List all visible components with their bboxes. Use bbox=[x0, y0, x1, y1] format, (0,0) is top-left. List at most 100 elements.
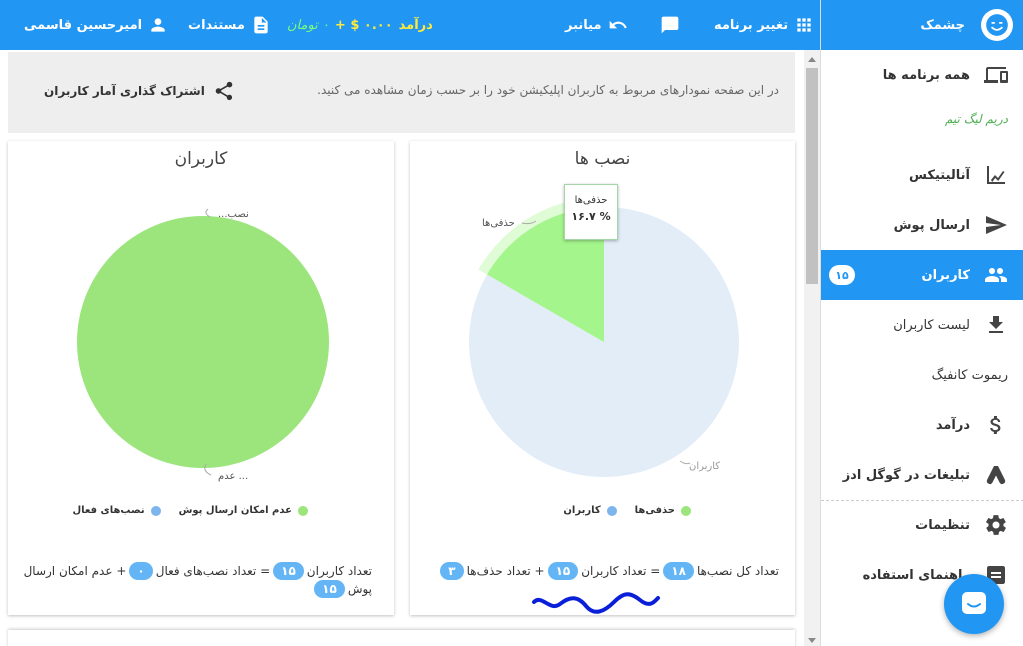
installs-chart-title: نصب ها bbox=[574, 149, 631, 169]
google-ads-icon bbox=[986, 466, 1006, 484]
user-menu[interactable]: امیرحسین قاسمی bbox=[24, 0, 168, 50]
slice-label-connector bbox=[679, 460, 691, 465]
formula-text: + عدم امکان ارسال پوش bbox=[23, 564, 372, 596]
sidebar-header[interactable]: چشمک bbox=[821, 0, 1023, 50]
formula-text: تعداد کاربران bbox=[306, 564, 372, 578]
document-icon bbox=[254, 16, 268, 34]
sidebar-item-remote-config[interactable]: ریموت کانفیگ bbox=[821, 350, 1023, 400]
sidebar-item-users[interactable]: ۱۵ کاربران bbox=[821, 250, 1023, 300]
removed-count-pill: ۳ bbox=[440, 562, 464, 580]
sidebar-item-label: کاربران bbox=[921, 267, 970, 283]
sidebar-item-settings[interactable]: تنظیمات bbox=[821, 500, 1023, 550]
share-label: اشتراک گذاری آمار کاربران bbox=[44, 84, 205, 98]
legend-item[interactable]: حذفی‌ها bbox=[635, 505, 691, 516]
legend-item[interactable]: نصب‌های فعال bbox=[72, 505, 161, 516]
legend-item[interactable]: کاربران bbox=[563, 505, 617, 516]
formula-text: تعداد کل نصب‌ها bbox=[696, 564, 779, 578]
change-app-label: تغییر برنامه bbox=[714, 17, 789, 33]
gear-icon bbox=[986, 515, 1006, 535]
sidebar: چشمک همه برنامه ها دریم لیگ تیم آنالیتیک… bbox=[820, 0, 1023, 646]
installs-chart-card: نصب ها حذفی‌ها کاربران حذفی‌ها کاربران ت… bbox=[410, 141, 795, 615]
brand-logo-icon bbox=[981, 9, 1013, 41]
sidebar-item-label: ریموت کانفیگ bbox=[931, 367, 1008, 383]
monitor-icon bbox=[984, 67, 1008, 83]
docs-link[interactable]: مستندات bbox=[188, 0, 271, 50]
support-chat-button[interactable] bbox=[944, 574, 1004, 634]
users-chart-card: کاربران ...نصب عدم ... عدم امکان ارسال پ… bbox=[8, 141, 394, 615]
user-icon bbox=[151, 18, 165, 32]
pie-slice-users[interactable] bbox=[469, 207, 740, 477]
page-description: در این صفحه نمودارهای مربوط به کاربران ا… bbox=[317, 83, 779, 97]
current-team[interactable]: دریم لیگ تیم bbox=[944, 112, 1008, 126]
sidebar-item-label: درآمد bbox=[935, 417, 970, 433]
top-bar: امیرحسین قاسمی مستندات درآمد ۰.۰۰ $ + ۰ … bbox=[0, 0, 820, 50]
income-display[interactable]: درآمد ۰.۰۰ $ + ۰ تومان bbox=[287, 0, 433, 50]
slice-label-users: کاربران bbox=[689, 461, 720, 472]
slice-label-connector bbox=[205, 208, 211, 218]
legend-item[interactable]: عدم امکان ارسال پوش bbox=[179, 505, 308, 516]
legend-label: عدم امکان ارسال پوش bbox=[178, 505, 292, 516]
change-app-button[interactable]: تغییر برنامه bbox=[714, 0, 814, 50]
undo-icon bbox=[609, 20, 627, 29]
income-toman: ۰ تومان bbox=[287, 17, 329, 33]
messages-button[interactable] bbox=[660, 0, 680, 50]
sidebar-item-users-list[interactable]: لیست کاربران bbox=[821, 300, 1023, 350]
scrollbar-thumb[interactable] bbox=[806, 68, 818, 284]
sidebar-item-label: آنالیتیکس bbox=[909, 167, 970, 183]
installs-formula: تعداد کل نصب‌ها۱۸= تعداد کاربران۱۵+ تعدا… bbox=[419, 562, 779, 580]
scroll-down-arrow[interactable] bbox=[808, 638, 816, 643]
share-stats-button[interactable]: اشتراک گذاری آمار کاربران bbox=[44, 80, 235, 102]
shortcuts-button[interactable]: میانبر bbox=[565, 0, 628, 50]
formula-text: = تعداد کاربران bbox=[581, 564, 661, 578]
legend-dot bbox=[298, 505, 308, 516]
legend-label: کاربران bbox=[563, 505, 601, 516]
slice-label-no-push: عدم ... bbox=[218, 471, 248, 482]
send-icon bbox=[986, 216, 1007, 234]
sidebar-item-analytics[interactable]: آنالیتیکس bbox=[821, 150, 1023, 200]
legend-label: حذفی‌ها bbox=[634, 505, 675, 516]
legend-label: نصب‌های فعال bbox=[72, 505, 145, 516]
chart-icon bbox=[987, 166, 1005, 184]
slice-label-removed: حذفی‌ها bbox=[482, 218, 515, 229]
scroll-up-arrow[interactable] bbox=[808, 57, 816, 62]
formula-text: + تعداد حذف‌ها bbox=[466, 564, 545, 578]
tooltip-value: % ۱۶.۷ bbox=[571, 210, 611, 223]
sidebar-divider bbox=[821, 500, 1023, 501]
share-icon bbox=[215, 81, 233, 101]
total-installs-pill: ۱۸ bbox=[663, 562, 694, 580]
income-value: ۰.۰۰ $ + bbox=[334, 17, 393, 33]
grid-icon bbox=[797, 18, 811, 32]
sidebar-item-label: راهنمای استفاده bbox=[862, 567, 970, 583]
users-chart-title: کاربران bbox=[174, 149, 228, 169]
info-panel: در این صفحه نمودارهای مربوط به کاربران ا… bbox=[8, 52, 795, 133]
sidebar-item-label: تبلیغات در گوگل ادز bbox=[842, 467, 970, 483]
brand-name: چشمک bbox=[920, 17, 965, 33]
active-installs-pill: ۰ bbox=[129, 562, 153, 580]
sidebar-item-label: ارسال پوش bbox=[893, 217, 970, 233]
tooltip-label: حذفی‌ها bbox=[574, 195, 608, 206]
installs-legend: حذفی‌ها کاربران bbox=[545, 505, 691, 516]
pie-slice-removed[interactable] bbox=[487, 207, 604, 342]
sidebar-item-all-apps[interactable]: همه برنامه ها bbox=[821, 50, 1023, 100]
user-name: امیرحسین قاسمی bbox=[24, 17, 143, 33]
next-card bbox=[8, 630, 795, 646]
sidebar-item-label: تنظیمات bbox=[915, 517, 970, 533]
users-count-pill: ۱۵ bbox=[273, 562, 304, 580]
dollar-icon bbox=[990, 416, 1001, 434]
scribble-annotation bbox=[532, 592, 660, 614]
sidebar-item-label: همه برنامه ها bbox=[882, 67, 970, 83]
installs-pie-chart: حذفی‌ها کاربران bbox=[469, 197, 740, 477]
formula-text: = تعداد نصب‌های فعال bbox=[155, 564, 271, 578]
sidebar-item-income[interactable]: درآمد bbox=[821, 400, 1023, 450]
sidebar-item-send-push[interactable]: ارسال پوش bbox=[821, 200, 1023, 250]
users-pie-chart: ...نصب عدم ... bbox=[77, 208, 329, 482]
chart-tooltip: حذفی‌ها % ۱۶.۷ bbox=[564, 184, 618, 240]
users-formula: تعداد کاربران۱۵= تعداد نصب‌های فعال۰+ عد… bbox=[22, 562, 372, 598]
slice-label-installs: ...نصب bbox=[218, 209, 249, 220]
legend-dot bbox=[150, 505, 161, 516]
pie-slice-no-push[interactable] bbox=[77, 216, 329, 468]
chat-icon bbox=[962, 592, 986, 614]
sidebar-item-google-ads[interactable]: تبلیغات در گوگل ادز bbox=[821, 450, 1023, 500]
sidebar-item-label: لیست کاربران bbox=[893, 317, 970, 333]
legend-dot bbox=[681, 505, 691, 516]
